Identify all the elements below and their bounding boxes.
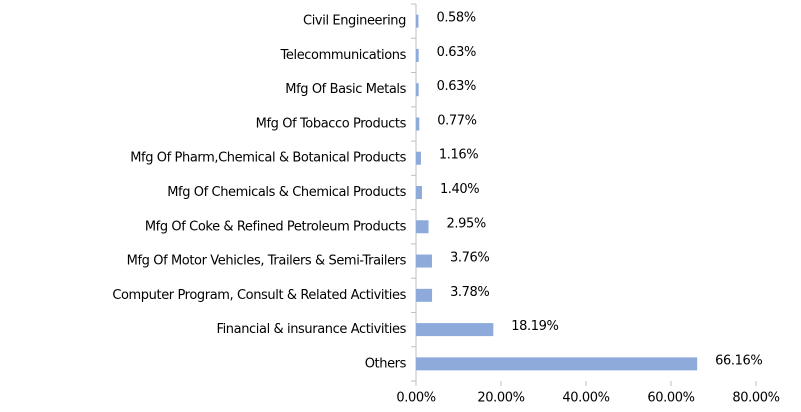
y-tick-label: Mfg Of Tobacco Products xyxy=(256,116,407,131)
bar xyxy=(416,288,433,302)
bar xyxy=(416,186,422,199)
bar xyxy=(416,254,432,268)
value-label: 0.63% xyxy=(437,45,476,60)
y-tick-label: Others xyxy=(365,356,407,371)
y-tick-label: Mfg Of Pharm,Chemical & Botanical Produc… xyxy=(130,151,406,166)
y-tick-label: Mfg Of Motor Vehicles, Trailers & Semi-T… xyxy=(127,254,407,269)
value-label: 3.76% xyxy=(450,251,489,266)
value-label: 2.95% xyxy=(447,216,486,231)
y-tick-label: Financial & insurance Activities xyxy=(216,322,406,337)
value-label: 1.16% xyxy=(439,148,478,163)
bar xyxy=(416,220,429,234)
bar xyxy=(416,323,494,337)
value-label: 0.63% xyxy=(437,79,476,94)
x-tick-label: 40.00% xyxy=(562,391,609,406)
value-label: 3.78% xyxy=(450,285,489,300)
bar xyxy=(416,357,698,371)
value-label: 66.16% xyxy=(715,353,762,368)
x-tick-label: 80.00% xyxy=(732,391,779,406)
y-tick-label: Mfg Of Basic Metals xyxy=(285,82,406,97)
x-tick-label: 20.00% xyxy=(477,391,524,406)
value-label: 0.58% xyxy=(436,11,475,26)
y-tick-label: Civil Engineering xyxy=(303,14,406,29)
bar xyxy=(416,83,419,97)
bar xyxy=(416,151,421,165)
value-label: 0.77% xyxy=(437,113,476,128)
y-tick-label: Mfg Of Chemicals & Chemical Products xyxy=(167,185,406,200)
y-tick-label: Mfg Of Coke & Refined Petroleum Products xyxy=(145,219,407,234)
bar xyxy=(416,117,420,131)
value-label: 1.40% xyxy=(440,182,479,197)
y-tick-label: Telecommunications xyxy=(280,48,407,63)
y-tick-label: Computer Program, Consult & Related Acti… xyxy=(112,288,406,303)
bar xyxy=(416,14,419,28)
x-tick-label: 0.00% xyxy=(396,391,435,406)
bar xyxy=(416,48,419,62)
value-label: 18.19% xyxy=(511,319,558,334)
x-tick-label: 60.00% xyxy=(647,391,694,406)
